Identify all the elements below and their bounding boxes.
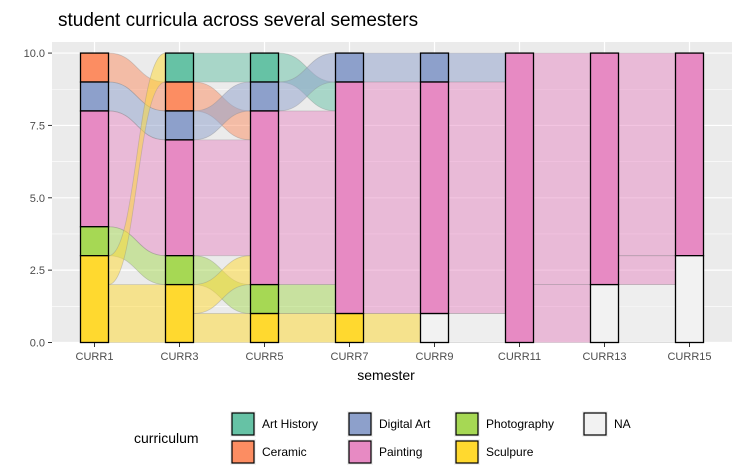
- legend-item-na: NA: [582, 411, 631, 437]
- stratum-curr13-painting: [589, 52, 620, 286]
- stratum-curr3-painting: [164, 139, 195, 257]
- y-tick-label-2: 5.0: [30, 193, 45, 205]
- x-tick-label-curr11: CURR11: [498, 351, 541, 363]
- legend-item-painting: Painting: [347, 439, 422, 465]
- legend-swatch-painting: [348, 440, 372, 464]
- stratum-curr1-digital-art: [79, 81, 110, 112]
- stratum-curr3-art-history: [164, 52, 195, 83]
- stratum-curr1-ceramic: [79, 52, 110, 83]
- flow-sculpure-to-sculpure-0: [108, 284, 166, 343]
- x-tick-label-curr1: CURR1: [76, 351, 114, 363]
- legend-item-photography: Photography: [454, 411, 554, 437]
- legend-label-sculpure: Sculpure: [486, 445, 534, 459]
- stratum-curr3-digital-art: [164, 110, 195, 141]
- x-tick-label-curr5: CURR5: [246, 351, 284, 363]
- flow-na-to-painting-4: [448, 313, 506, 343]
- legend-swatch-digital-art: [348, 412, 372, 436]
- legend-item-sculpure: Sculpure: [454, 439, 534, 465]
- legend-title: curriculum: [134, 430, 199, 446]
- legend-label-ceramic: Ceramic: [262, 445, 307, 459]
- y-tick-label-3: 7.5: [30, 120, 45, 132]
- x-tick-label-curr7: CURR7: [331, 351, 369, 363]
- chart-title: student curricula across several semeste…: [58, 10, 418, 31]
- stratum-curr5-art-history: [249, 52, 280, 83]
- stratum-curr3-photography: [164, 255, 195, 286]
- stratum-curr5-digital-art: [249, 81, 280, 112]
- legend-label-photography: Photography: [486, 417, 554, 431]
- y-tick-label-1: 2.5: [30, 265, 45, 277]
- legend-item-art-history: Art History: [230, 411, 318, 437]
- legend-label-digital-art: Digital Art: [379, 417, 431, 431]
- stratum-curr5-photography: [249, 283, 280, 315]
- legend-swatch-photography: [455, 412, 479, 436]
- x-axis-title: semester: [357, 367, 415, 383]
- flow-art-history-to-art-history-1: [193, 52, 251, 83]
- legend-label-art-history: Art History: [262, 417, 318, 431]
- legend-label-painting: Painting: [379, 445, 422, 459]
- stratum-curr1-photography: [79, 226, 110, 257]
- flow-digital-art-to-digital-art-3: [363, 52, 421, 83]
- flow-na-to-na-6: [618, 284, 676, 343]
- flow-photography-to-painting-2: [278, 284, 336, 314]
- legend-item-digital-art: Digital Art: [347, 411, 431, 437]
- stratum-curr1-painting: [79, 110, 110, 228]
- legend: curriculum Art History Ceramic Digital Art…: [134, 411, 631, 465]
- x-tick-label-curr15: CURR15: [667, 351, 711, 363]
- flow-painting-to-painting-5: [533, 52, 591, 286]
- x-axis: CURR1 CURR3 CURR5 CURR7 CURR9 CURR11 CURR13 CUR…: [76, 343, 712, 363]
- flows: [108, 52, 676, 343]
- flow-painting-to-na-5: [533, 284, 591, 343]
- legend-swatch-ceramic: [231, 440, 255, 464]
- flow-painting-to-painting-6: [618, 52, 676, 257]
- stratum-curr3-sculpure: [164, 283, 195, 344]
- stratum-curr5-sculpure: [249, 312, 280, 344]
- flow-painting-to-painting-1: [193, 139, 251, 257]
- stratum-curr7-painting: [334, 81, 365, 315]
- stratum-curr15-painting: [674, 52, 705, 257]
- flow-painting-to-painting-4: [448, 81, 506, 314]
- stratum-curr7-sculpure: [334, 312, 365, 344]
- stratum-curr9-digital-art: [419, 52, 450, 83]
- flow-sculpure-to-sculpure-2: [278, 313, 336, 343]
- y-axis: 0.0 2.5 5.0 7.5 10.0: [24, 48, 52, 350]
- legend-label-na: NA: [614, 417, 631, 431]
- stratum-curr9-painting: [419, 81, 450, 315]
- stratum-curr5-painting: [249, 110, 280, 286]
- flow-painting-to-na-6: [618, 255, 676, 286]
- flow-sculpure-to-sculpure-1: [193, 313, 251, 343]
- legend-swatch-na: [583, 412, 607, 436]
- stratum-curr13-na: [589, 283, 620, 344]
- stratum-curr11-painting: [504, 52, 535, 344]
- flow-digital-art-to-painting-4: [448, 52, 506, 83]
- flow-sculpure-to-na-3: [363, 313, 421, 343]
- strata: [79, 52, 705, 344]
- stratum-curr1-sculpure: [79, 255, 110, 344]
- flow-painting-to-painting-3: [363, 81, 421, 314]
- y-tick-label-4: 10.0: [24, 48, 45, 60]
- stratum-curr9-na: [419, 312, 450, 344]
- x-tick-label-curr9: CURR9: [416, 351, 454, 363]
- stratum-curr15-na: [674, 255, 705, 344]
- x-tick-label-curr13: CURR13: [582, 351, 626, 363]
- legend-swatch-sculpure: [455, 440, 479, 464]
- x-tick-label-curr3: CURR3: [161, 351, 199, 363]
- legend-swatch-art-history: [231, 412, 255, 436]
- stratum-curr3-ceramic: [164, 81, 195, 112]
- flow-painting-to-painting-2: [278, 110, 336, 286]
- legend-item-ceramic: Ceramic: [230, 439, 307, 465]
- y-tick-label-0: 0.0: [30, 338, 45, 350]
- stratum-curr7-digital-art: [334, 52, 365, 83]
